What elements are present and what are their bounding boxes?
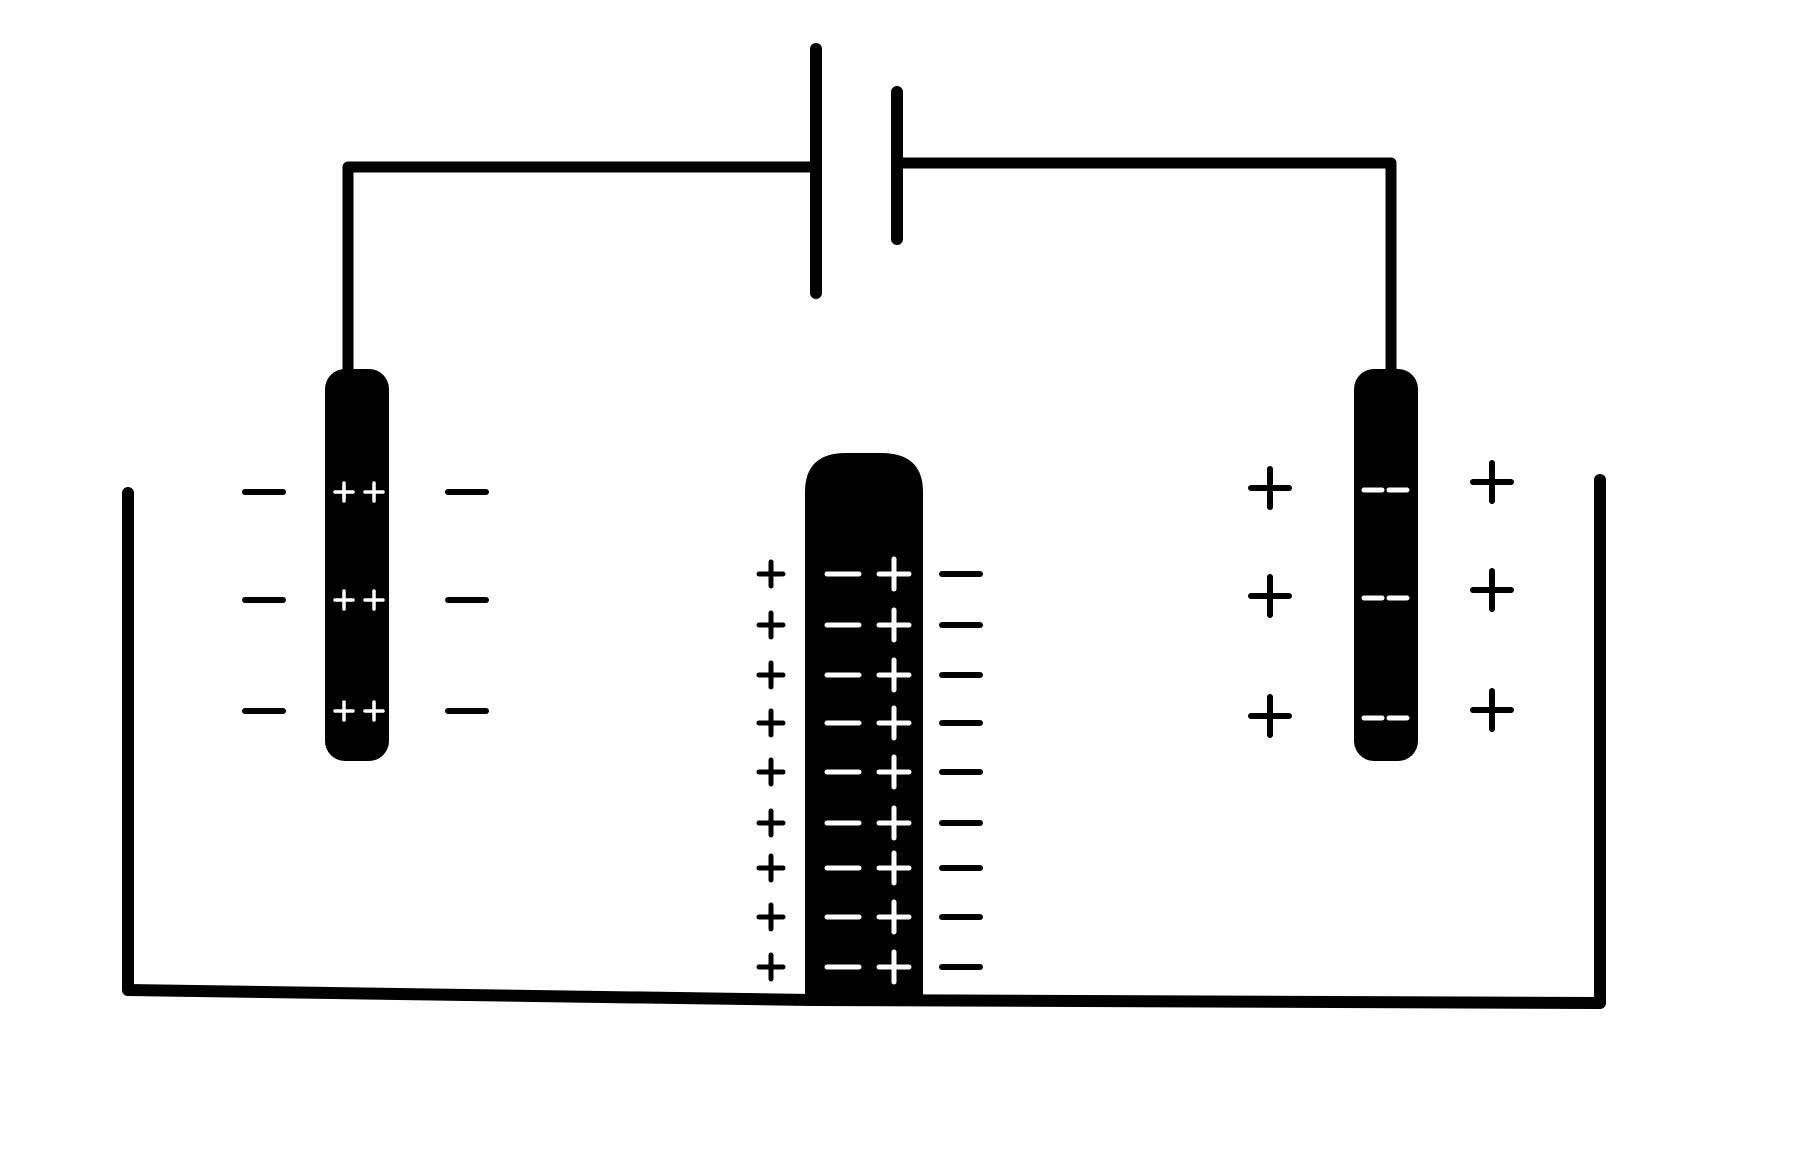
middle-left-solution-charge-4-plus-sign [756, 757, 786, 787]
middle-electrode [805, 453, 923, 1004]
middle-electrode-right-face-charge-6-plus-sign [876, 850, 912, 886]
middle-electrode-right-face-charge-4-plus-sign [876, 754, 912, 790]
middle-electrode-right-face-charge-3-plus-sign [876, 705, 912, 741]
right-solution-inner-charge-2-plus-sign [1248, 694, 1292, 738]
left-electrode-charge-a-0-plus-sign [333, 481, 355, 503]
middle-electrode-right-face-charge-8-plus-sign [876, 949, 912, 985]
left-electrode-charge-b-0-plus-sign [363, 481, 385, 503]
middle-left-solution-charge-8-plus-sign [756, 952, 786, 982]
middle-left-solution-charge-3-plus-sign [756, 708, 786, 738]
left-electrode [325, 369, 389, 761]
middle-electrode-right-face-charge-0-plus-sign [876, 556, 912, 592]
battery-symbol [810, 43, 903, 299]
circuit-wires [342, 157, 1397, 377]
right-electrode [1354, 369, 1418, 761]
right-solution-inner-charge-1-plus-sign [1248, 574, 1292, 618]
right-solution-outer-charge-1-plus-sign [1470, 568, 1514, 612]
left-electrode-charge-b-2-plus-sign [363, 700, 385, 722]
middle-left-solution-charge-0-plus-sign [756, 559, 786, 589]
left-electrode-charge-a-1-plus-sign [333, 589, 355, 611]
middle-electrode-right-face-charge-5-plus-sign [876, 805, 912, 841]
middle-electrode-right-face-charge-7-plus-sign [876, 899, 912, 935]
middle-electrode-right-face-charge-2-plus-sign [876, 657, 912, 693]
middle-left-solution-charge-1-plus-sign [756, 610, 786, 640]
left-electrode-charge-b-1-plus-sign [363, 589, 385, 611]
right-solution-outer-charge-0-plus-sign [1470, 460, 1514, 504]
middle-left-solution-charge-6-plus-sign [756, 853, 786, 883]
middle-left-solution-charge-2-plus-sign [756, 660, 786, 690]
left-electrode-charge-a-2-plus-sign [333, 700, 355, 722]
middle-left-solution-charge-5-plus-sign [756, 808, 786, 838]
right-wire [891, 157, 1397, 377]
charge-symbols [242, 460, 1514, 985]
left-wire [342, 161, 820, 377]
middle-electrode-right-face-charge-1-plus-sign [876, 607, 912, 643]
right-solution-inner-charge-0-plus-sign [1248, 466, 1292, 510]
right-solution-outer-charge-2-plus-sign [1470, 688, 1514, 732]
middle-left-solution-charge-7-plus-sign [756, 902, 786, 932]
electrodes [325, 369, 1418, 1004]
